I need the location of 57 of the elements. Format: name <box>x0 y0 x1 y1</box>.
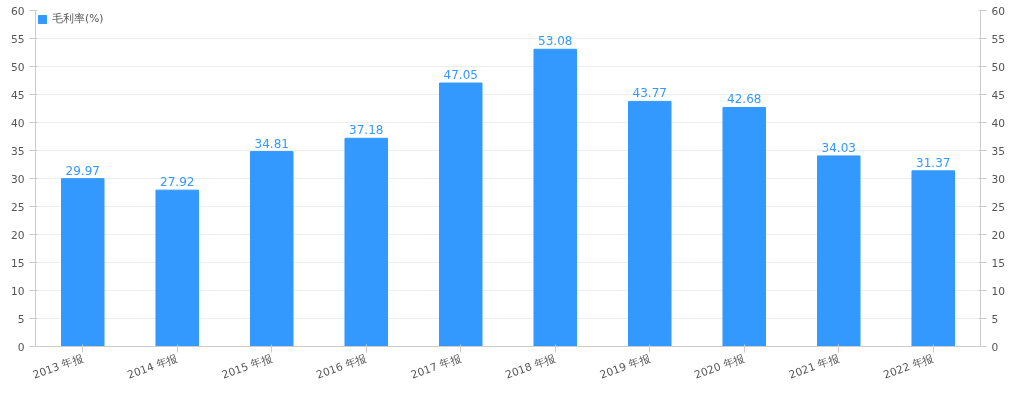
data-label: 37.18 <box>349 123 384 138</box>
y2-tick-label: 50 <box>991 60 1006 74</box>
x-tick-label: 2013 年报 <box>31 351 85 382</box>
bar <box>344 137 389 347</box>
y-tick-label: 45 <box>10 88 25 102</box>
data-label: 34.81 <box>254 136 289 151</box>
data-label: 47.05 <box>443 68 478 83</box>
y-tick-label: 30 <box>10 172 25 186</box>
data-label: 43.77 <box>632 86 667 101</box>
y2-tick-label: 45 <box>991 88 1006 102</box>
x-tick-label: 2021 年报 <box>787 351 841 382</box>
data-label: 42.68 <box>727 92 762 107</box>
x-tick-label: 2015 年报 <box>220 351 274 382</box>
x-tick-label: 2017 年报 <box>409 351 463 382</box>
y-tick-label: 60 <box>10 4 25 18</box>
y2-tick-label: 5 <box>991 312 999 326</box>
data-label: 34.03 <box>821 140 856 155</box>
x-tick-label: 2022 年报 <box>881 351 936 382</box>
data-label: 29.97 <box>65 163 100 178</box>
y2-tick-label: 60 <box>991 4 1006 18</box>
y2-tick-label: 15 <box>991 256 1006 270</box>
x-tick-label: 2018 年报 <box>503 351 558 382</box>
y-tick-label: 50 <box>10 60 25 74</box>
legend-label: 毛利率(%) <box>52 12 104 26</box>
bar <box>911 170 956 347</box>
y-tick-label: 55 <box>10 32 25 46</box>
x-tick-label: 2016 年报 <box>314 351 369 382</box>
bar <box>722 106 767 347</box>
bar <box>533 48 578 347</box>
y2-tick-label: 10 <box>991 284 1006 298</box>
bar <box>249 151 294 347</box>
y2-tick-label: 55 <box>991 32 1006 46</box>
y-tick-label: 15 <box>10 256 25 270</box>
x-tick-label: 2019 年报 <box>598 351 652 382</box>
bar <box>60 178 105 347</box>
y-tick-label: 20 <box>10 228 25 242</box>
bar <box>816 155 861 347</box>
y2-tick-label: 40 <box>991 116 1006 130</box>
data-label: 53.08 <box>538 34 573 49</box>
y-tick-label: 35 <box>10 144 25 158</box>
y2-tick-label: 30 <box>991 172 1006 186</box>
y-tick-label: 10 <box>10 284 25 298</box>
x-tick-label: 2014 年报 <box>125 351 180 382</box>
y2-tick-label: 35 <box>991 144 1006 158</box>
y2-tick-label: 20 <box>991 228 1006 242</box>
y2-tick-label: 25 <box>991 200 1006 214</box>
y-tick-label: 25 <box>10 200 25 214</box>
x-tick-label: 2020 年报 <box>692 351 747 382</box>
bar <box>627 100 672 347</box>
bar <box>438 82 483 347</box>
y-tick-label: 5 <box>17 312 25 326</box>
bar <box>155 189 200 347</box>
y-tick-label: 40 <box>10 116 25 130</box>
data-label: 27.92 <box>160 175 195 190</box>
y2-tick-label: 0 <box>991 340 999 354</box>
data-label: 31.37 <box>916 155 951 170</box>
y-tick-label: 0 <box>17 340 25 354</box>
